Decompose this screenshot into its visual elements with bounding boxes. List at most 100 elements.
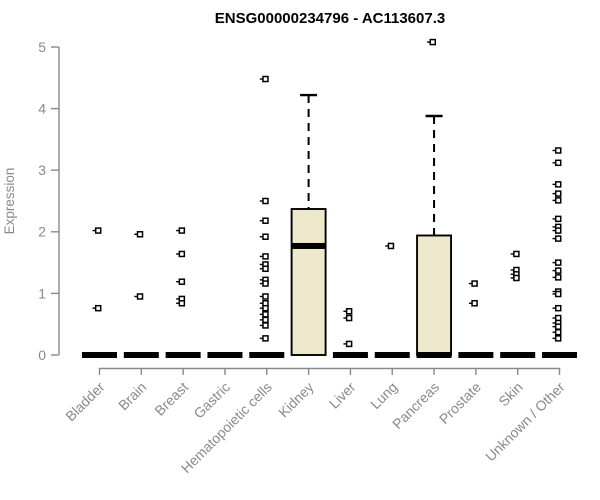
outlier-point bbox=[552, 259, 562, 266]
outlier-square bbox=[262, 335, 269, 342]
boxplot-hematopoietic-cells bbox=[249, 75, 285, 358]
outlier-square bbox=[471, 280, 478, 287]
outlier-square bbox=[554, 267, 562, 274]
outlier-point bbox=[552, 190, 562, 197]
outlier-square bbox=[554, 197, 562, 204]
outlier-square bbox=[345, 340, 353, 348]
outlier-square bbox=[471, 300, 478, 307]
chart-title: ENSG00000234796 - AC113607.3 bbox=[215, 10, 445, 27]
outlier-point bbox=[385, 242, 395, 250]
boxplot-brain bbox=[123, 231, 159, 358]
outlier-square bbox=[262, 311, 269, 318]
outlier-point bbox=[176, 227, 186, 234]
y-tick-label: 2 bbox=[38, 224, 46, 240]
outlier-point bbox=[343, 314, 353, 322]
x-category-label: Unknown / Other bbox=[482, 379, 568, 465]
outlier-point bbox=[259, 280, 269, 287]
box bbox=[416, 234, 453, 356]
median-line bbox=[165, 352, 201, 358]
x-category-label: Liver bbox=[326, 379, 359, 412]
outlier-square bbox=[554, 147, 562, 154]
y-tick-label: 0 bbox=[38, 347, 46, 363]
outlier-square bbox=[554, 215, 562, 223]
outlier-point bbox=[259, 293, 269, 300]
outlier-square bbox=[262, 322, 269, 329]
outlier-point bbox=[259, 304, 269, 312]
median-line bbox=[500, 352, 536, 358]
x-category-label: Skin bbox=[495, 379, 526, 410]
outlier-point bbox=[552, 215, 562, 223]
median-line bbox=[374, 352, 410, 358]
outlier-point bbox=[427, 38, 437, 46]
outlier-point bbox=[176, 300, 186, 307]
outlier-square bbox=[513, 250, 520, 258]
outlier-square bbox=[554, 274, 562, 281]
outlier-point bbox=[468, 300, 478, 307]
outlier-square bbox=[178, 278, 186, 285]
outlier-square bbox=[262, 233, 269, 240]
outlier-square bbox=[262, 75, 269, 83]
outlier-point bbox=[259, 316, 269, 324]
outlier-point bbox=[552, 235, 562, 242]
outlier-point bbox=[552, 227, 562, 234]
outlier-square bbox=[554, 227, 562, 234]
x-category-label: Breast bbox=[151, 379, 191, 419]
outlier-square bbox=[387, 242, 395, 250]
outlier-point bbox=[92, 304, 102, 312]
median-line bbox=[123, 352, 159, 358]
median-line bbox=[207, 352, 243, 358]
boxplot-skin bbox=[500, 250, 536, 358]
outlier-point bbox=[343, 340, 353, 348]
outlier-point bbox=[510, 274, 520, 282]
outlier-point bbox=[552, 290, 562, 298]
median-line bbox=[416, 352, 452, 358]
median-line bbox=[542, 352, 578, 358]
outlier-point bbox=[552, 335, 562, 342]
outlier-square bbox=[554, 304, 562, 312]
outlier-point bbox=[259, 322, 269, 329]
outlier-point bbox=[552, 181, 562, 188]
outlier-point bbox=[510, 250, 520, 258]
outlier-square bbox=[262, 265, 269, 273]
x-category-label: Brain bbox=[115, 379, 149, 413]
outlier-square bbox=[262, 293, 269, 300]
outlier-square bbox=[429, 38, 437, 46]
outlier-square bbox=[345, 308, 353, 315]
outlier-point bbox=[259, 75, 269, 83]
outlier-point bbox=[552, 267, 562, 274]
plot-area bbox=[82, 38, 578, 358]
outlier-square bbox=[513, 274, 520, 282]
outlier-point bbox=[343, 308, 353, 315]
outlier-square bbox=[262, 316, 269, 324]
outlier-square bbox=[554, 328, 562, 336]
outlier-square bbox=[345, 314, 353, 322]
outlier-point bbox=[134, 231, 144, 238]
boxplot-breast bbox=[165, 227, 201, 358]
outlier-square bbox=[554, 190, 562, 197]
outlier-square bbox=[136, 231, 144, 238]
outlier-square bbox=[554, 259, 562, 266]
median-line bbox=[458, 352, 494, 358]
outlier-square bbox=[262, 304, 269, 312]
outlier-square bbox=[262, 197, 269, 205]
x-category-label: Prostate bbox=[436, 379, 484, 427]
median-line bbox=[291, 242, 327, 249]
outlier-point bbox=[259, 335, 269, 342]
outlier-point bbox=[468, 280, 478, 287]
y-tick-label: 5 bbox=[38, 39, 46, 55]
outlier-square bbox=[554, 323, 562, 330]
outlier-square bbox=[178, 227, 186, 234]
boxplot-kidney bbox=[290, 93, 327, 356]
outlier-square bbox=[94, 227, 102, 234]
x-category-label: Lung bbox=[367, 379, 400, 412]
outlier-square bbox=[554, 181, 562, 188]
outlier-point bbox=[134, 293, 144, 300]
outlier-square bbox=[178, 250, 186, 258]
boxplot-liver bbox=[332, 308, 368, 358]
y-tick-label: 1 bbox=[38, 285, 46, 301]
outlier-square bbox=[94, 304, 102, 312]
median-line bbox=[82, 352, 117, 358]
outlier-square bbox=[554, 235, 562, 242]
